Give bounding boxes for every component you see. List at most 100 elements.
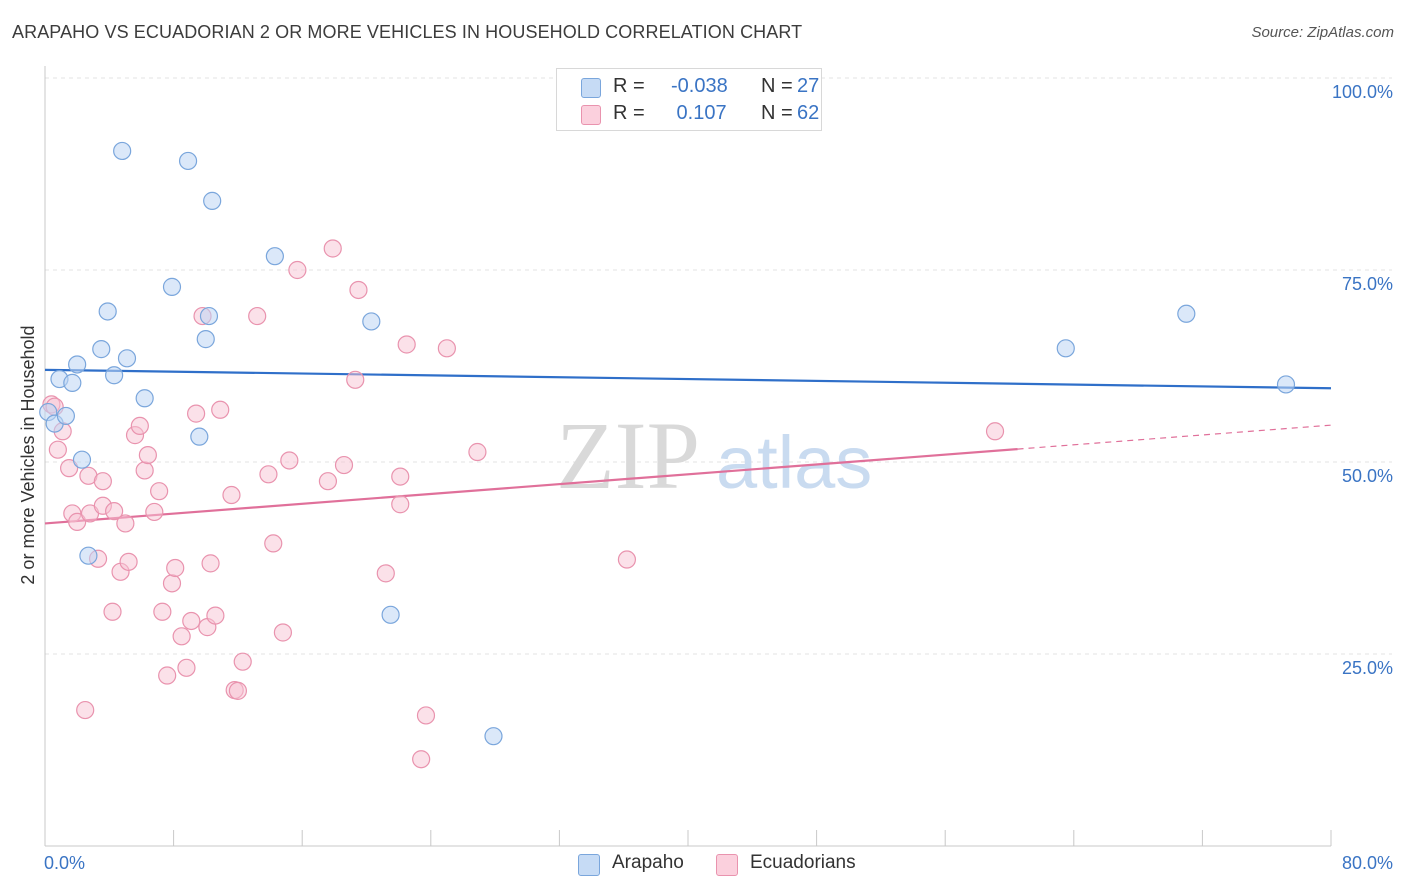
- ecuadorians-legend-label: Ecuadorians: [750, 852, 856, 873]
- ecuadorian-point: [273, 623, 293, 642]
- legend-n-label: N =: [761, 102, 793, 124]
- arapaho-point: [72, 450, 92, 469]
- ecuadorian-point: [187, 404, 206, 423]
- ecuadorian-point: [135, 461, 154, 480]
- ecuadorian-trend-line-extension: [1017, 424, 1332, 450]
- legend-n-value: 62: [797, 102, 820, 124]
- ecuadorian-point: [259, 465, 278, 484]
- legend-r-value: -0.038: [671, 75, 728, 97]
- ecuadorian-point: [105, 502, 124, 521]
- watermark: ZIP atlas: [556, 402, 872, 509]
- ecuadorian-point: [201, 554, 220, 573]
- arapaho-point: [68, 355, 87, 374]
- y-tick-label: 100.0%: [1332, 82, 1393, 102]
- ecuadorian-point: [172, 627, 191, 646]
- y-axis-label: 2 or more Vehicles in Household: [18, 325, 38, 584]
- arapaho-point: [98, 302, 117, 321]
- y-tick-label: 75.0%: [1342, 274, 1393, 294]
- ecuadorian-point: [318, 472, 338, 491]
- ecuadorian-point: [158, 666, 177, 685]
- arapaho-point: [1177, 304, 1196, 323]
- ecuadorian-point: [412, 750, 431, 769]
- arapaho-point: [113, 141, 132, 161]
- arapaho-point: [196, 330, 215, 349]
- ecuadorian-point: [162, 574, 182, 593]
- watermark-zip: ZIP: [556, 402, 700, 509]
- ecuadorian-point: [211, 400, 230, 419]
- ecuadorian-point: [346, 370, 365, 389]
- ecuadorian-point: [985, 422, 1005, 441]
- arapaho-point: [178, 151, 198, 171]
- legend-r-value: 0.107: [671, 102, 727, 124]
- ecuadorian-point: [166, 558, 185, 578]
- legend-n-value: 27: [797, 75, 820, 97]
- ecuadorian-point: [206, 606, 225, 625]
- arapaho-swatch: [581, 78, 601, 98]
- ecuadorian-point: [349, 280, 368, 300]
- arapaho-point: [135, 389, 154, 408]
- ecuadorian-point: [376, 564, 395, 583]
- arapaho-point: [92, 340, 111, 359]
- arapaho-point: [1276, 375, 1296, 394]
- arapaho-point: [1056, 339, 1075, 358]
- ecuadorian-point: [334, 455, 354, 475]
- axes: [44, 66, 1332, 847]
- arapaho-point: [79, 546, 98, 565]
- arapaho-point: [484, 727, 503, 746]
- chart-title: ARAPAHO VS ECUADORIAN 2 OR MORE VEHICLES…: [12, 22, 803, 42]
- data-points: [39, 141, 1296, 769]
- ecuadorian-point: [288, 260, 307, 280]
- arapaho-point: [190, 427, 209, 446]
- ecuadorian-point: [68, 512, 87, 532]
- arapaho-point: [63, 373, 82, 392]
- legend-r-label: R =: [613, 75, 645, 97]
- ecuadorian-point: [416, 706, 436, 725]
- gridlines: [45, 77, 1392, 655]
- ecuadorian-point: [182, 611, 201, 631]
- ecuadorian-point: [617, 550, 637, 569]
- ecuadorian-point: [116, 514, 135, 533]
- arapaho-point: [362, 312, 381, 331]
- ecuadorian-point: [103, 602, 122, 621]
- arapaho-trend-line: [44, 368, 1332, 390]
- ecuadorian-point: [264, 534, 283, 553]
- ecuadorian-trend-line: [44, 448, 1018, 525]
- arapaho-point: [162, 277, 182, 296]
- ecuadorian-point: [145, 502, 164, 522]
- ecuadorian-point: [60, 459, 79, 478]
- arapaho-legend-swatch: [578, 854, 600, 876]
- ecuadorians-legend-swatch: [716, 854, 738, 876]
- ecuadorian-point: [248, 306, 267, 326]
- legend-n-label: N =: [761, 75, 793, 97]
- ecuadorian-point: [391, 495, 410, 514]
- ecuadorian-point: [323, 239, 342, 258]
- arapaho-point: [381, 605, 400, 624]
- arapaho-point: [56, 406, 75, 426]
- ecuadorians-swatch: [581, 105, 601, 125]
- arapaho-point: [199, 306, 219, 326]
- ecuadorian-point: [228, 681, 247, 700]
- ecuadorian-point: [468, 442, 487, 462]
- ecuadorian-point: [138, 445, 157, 465]
- ecuadorian-point: [93, 472, 112, 491]
- ecuadorian-point: [397, 335, 416, 354]
- x-tick-label: 80.0%: [1342, 853, 1393, 873]
- ecuadorian-point: [48, 440, 67, 459]
- arapaho-legend-label: Arapaho: [612, 852, 684, 873]
- legend-r-label: R =: [613, 102, 645, 124]
- y-tick-label: 25.0%: [1342, 658, 1393, 678]
- source-attribution: Source: ZipAtlas.com: [1251, 24, 1394, 41]
- ecuadorian-point: [222, 485, 241, 505]
- ecuadorian-point: [76, 700, 95, 720]
- ecuadorian-point: [119, 552, 138, 571]
- ecuadorian-point: [391, 467, 410, 486]
- ecuadorian-point: [233, 652, 252, 671]
- ecuadorian-point: [150, 482, 169, 501]
- arapaho-point: [203, 191, 222, 210]
- trend-lines: [44, 368, 1332, 525]
- ecuadorian-point: [130, 416, 149, 436]
- correlation-legend: R = -0.038 N = 27 R = 0.107 N = 62: [556, 68, 822, 131]
- y-tick-label: 50.0%: [1342, 466, 1393, 486]
- ecuadorian-point: [177, 658, 196, 677]
